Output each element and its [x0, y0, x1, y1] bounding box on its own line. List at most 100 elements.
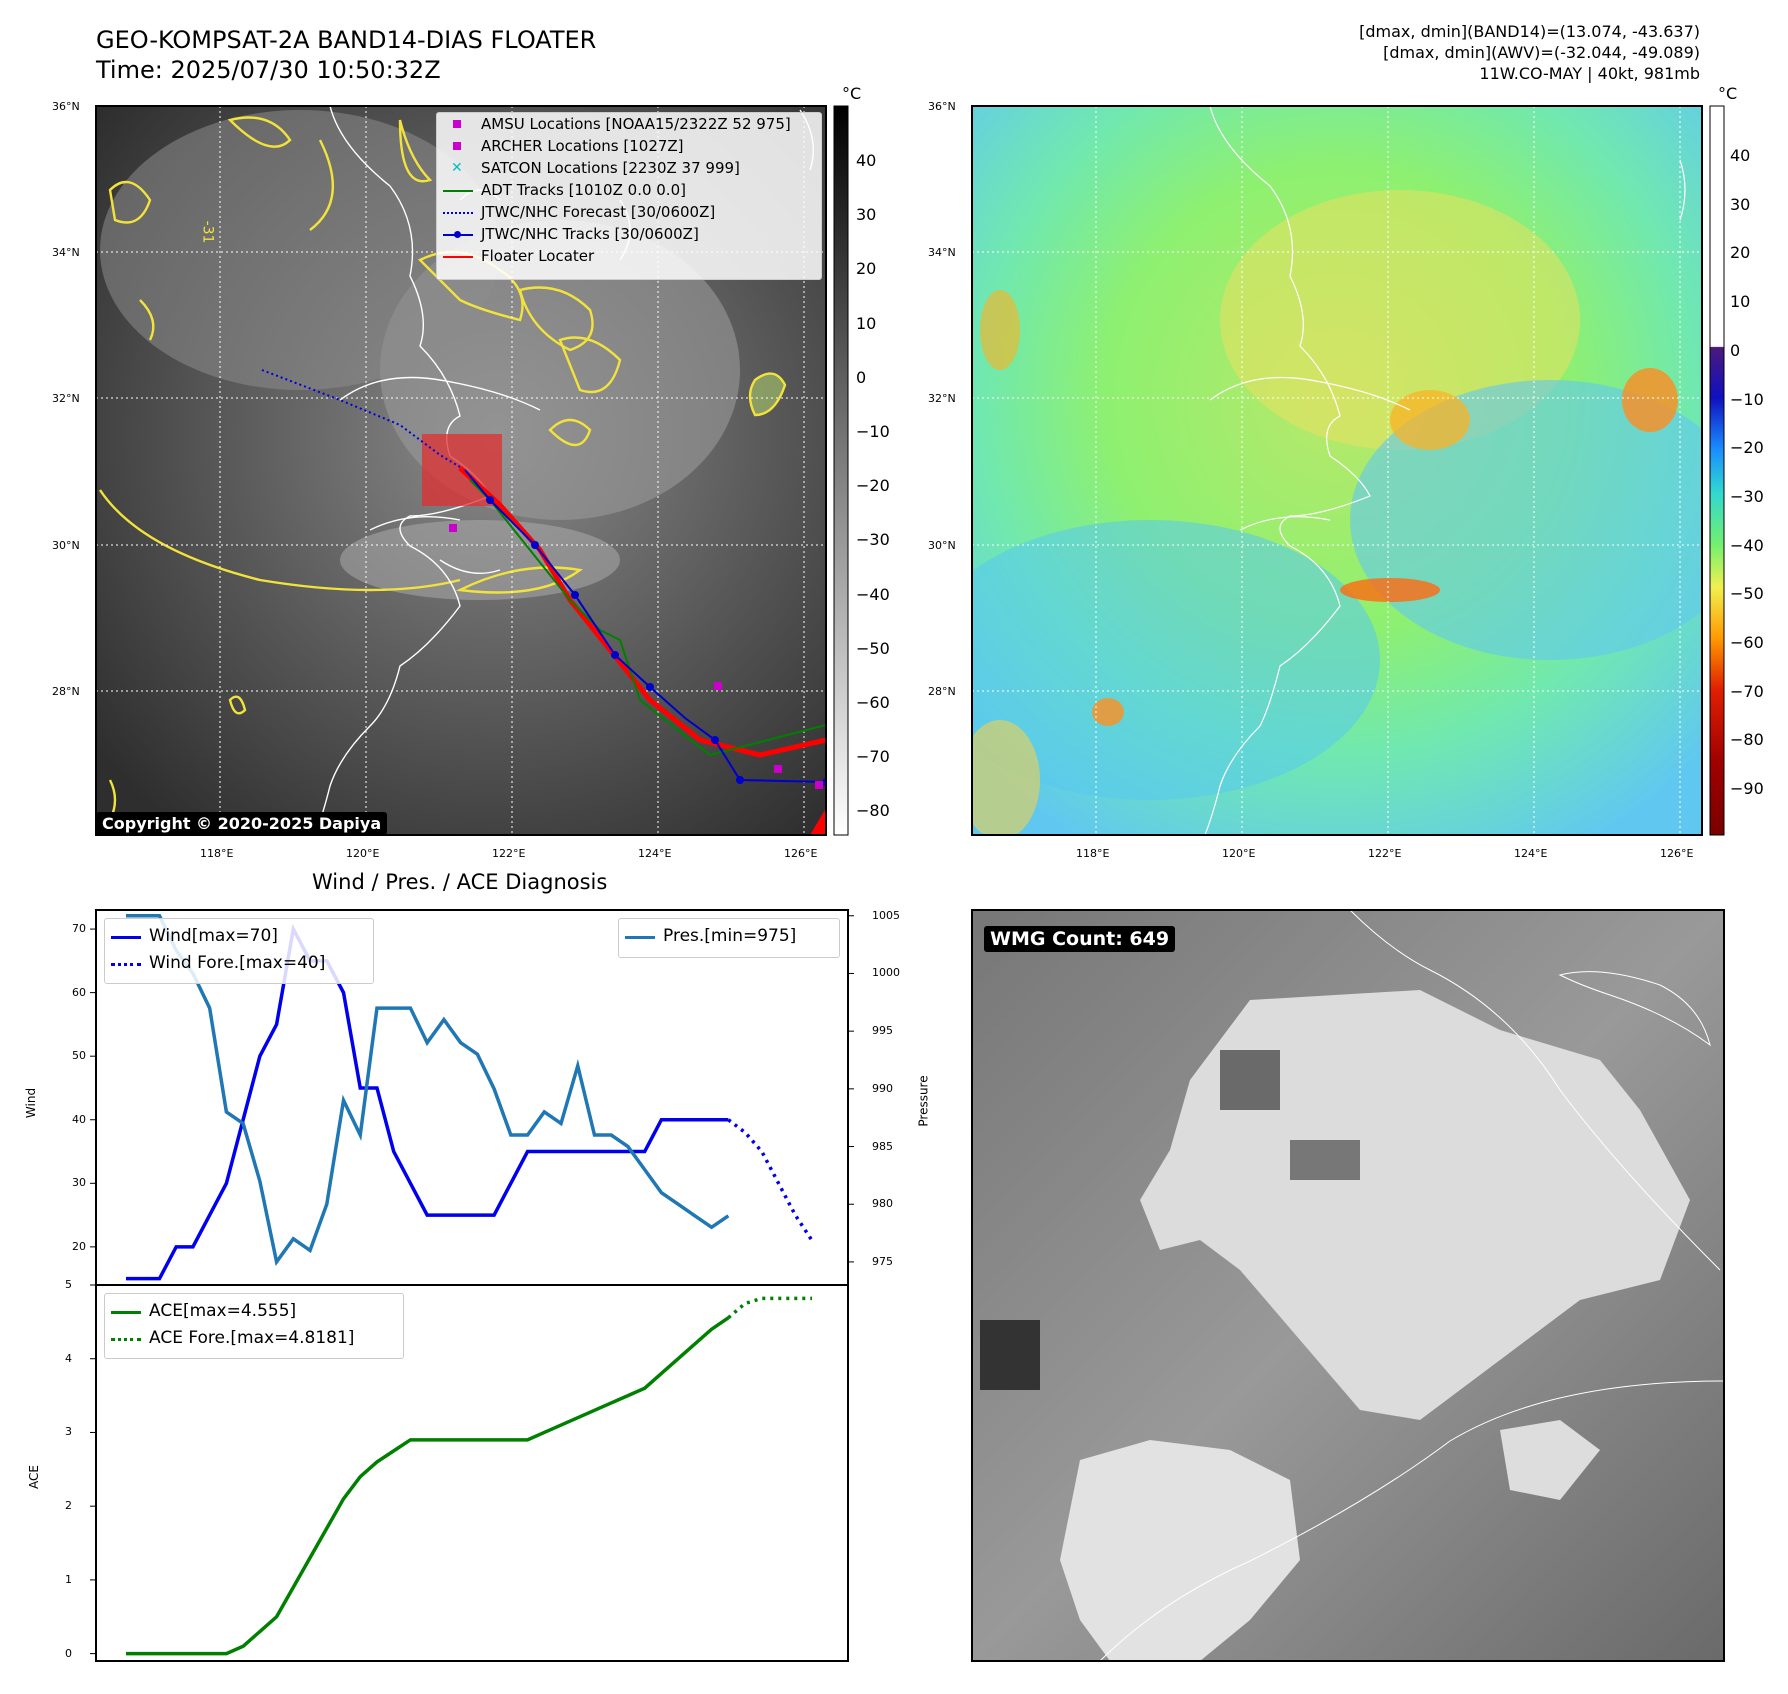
awv-lat-tick: 34°N	[928, 246, 956, 259]
magenta-square-icon	[453, 142, 461, 150]
legend-dot	[454, 231, 461, 238]
axis-tick-label: 30	[72, 1176, 86, 1190]
colorbar-tick-label: 40	[856, 151, 877, 170]
ace-axis-label: ACE	[26, 1465, 41, 1489]
colorbar-tick-label: −80	[1730, 730, 1764, 750]
colorbar-tick-label: −40	[1730, 535, 1764, 555]
legend-label: ADT Tracks [1010Z 0.0 0.0]	[481, 181, 686, 199]
legend-item-amsu: AMSU Locations [NOAA15/2322Z 52 975]	[437, 113, 821, 135]
colorbar-tick-label: 10	[856, 313, 877, 333]
legend-item-satcon: ✕ SATCON Locations [2230Z 37 999]	[437, 157, 821, 179]
green-line-icon	[111, 1311, 141, 1314]
colorbar-tick-label: 20	[1730, 243, 1751, 263]
colorbar-tick-label: −70	[1730, 681, 1764, 701]
awv-lat-tick: 36°N	[928, 100, 956, 113]
wind-line	[126, 923, 729, 1281]
legend-item-wind-forecast: Wind Fore.[max=40]	[105, 950, 373, 977]
red-line-icon	[443, 256, 473, 258]
legend-item-archer: ARCHER Locations [1027Z]	[437, 135, 821, 157]
awv-map-panel	[971, 105, 1725, 836]
ace-chart-frame	[95, 1284, 849, 1662]
awv-warm-spot	[1390, 390, 1470, 450]
awv-lat-tick: 30°N	[928, 539, 956, 552]
awv-edge-band	[972, 720, 1040, 835]
ace-line	[126, 1316, 730, 1656]
legend-label: Pres.[min=975]	[663, 926, 797, 946]
awv-warm-spot	[1092, 698, 1124, 726]
wmg-count-badge: WMG Count: 649	[984, 926, 1176, 952]
steelblue-line-icon	[625, 936, 655, 939]
awv-coastline	[1204, 106, 1686, 835]
ir-contour-label: -31	[199, 220, 216, 244]
ir-legend: AMSU Locations [NOAA15/2322Z 52 975] ARC…	[436, 112, 822, 280]
jtwc-forecast-track	[261, 369, 466, 471]
colorbar-tick-label: −40	[856, 584, 890, 604]
colorbar-tick-label: −30	[1730, 486, 1764, 506]
legend-label: Wind[max=70]	[149, 926, 278, 946]
wind-legend: Wind[max=70] Wind Fore.[max=40]	[104, 918, 374, 984]
wmg-frame	[971, 909, 1725, 1662]
colorbar-tick-label: 40	[1730, 146, 1751, 165]
colorbar-tick-label: −20	[1730, 438, 1764, 458]
diagnosis-chart-title: Wind / Pres. / ACE Diagnosis	[312, 870, 608, 894]
floater-locater-track	[458, 466, 826, 758]
wind-axis-label: Wind	[24, 1087, 39, 1119]
ir-cloud-band	[340, 520, 620, 600]
axis-tick-label: 40	[72, 1112, 86, 1126]
wmg-bright-cloud	[1500, 1420, 1600, 1500]
axis-tick-label: 60	[72, 985, 86, 999]
jtwc-track-points	[486, 496, 826, 786]
magenta-square-icon	[453, 120, 461, 128]
legend-label: Floater Locater	[481, 247, 595, 265]
figure-title-line2: Time: 2025/07/30 10:50:32Z	[96, 56, 441, 84]
ace-chart-marks	[90, 1284, 812, 1656]
ir-lon-tick: 122°E	[492, 847, 526, 860]
axis-tick-label: 2	[65, 1499, 72, 1513]
ir-lon-tick: 124°E	[638, 847, 672, 860]
ir-lat-tick: 28°N	[52, 685, 80, 698]
colorbar-tick-label: 30	[856, 205, 877, 225]
info-line1: [dmax, dmin](BAND14)=(13.074, -43.637)	[1359, 22, 1700, 41]
axis-tick-label: 995	[872, 1024, 893, 1038]
legend-label: JTWC/NHC Tracks [30/0600Z]	[481, 225, 699, 243]
ace-chart	[90, 1284, 849, 1662]
wmg-lines	[1099, 910, 1724, 1661]
awv-warm-spot	[1622, 368, 1678, 432]
colorbar-tick-label: −10	[1730, 389, 1764, 409]
pressure-legend: Pres.[min=975]	[618, 918, 840, 958]
awv-lon-tick: 118°E	[1076, 847, 1110, 860]
awv-lat-tick: 32°N	[928, 392, 956, 405]
legend-item-ace-forecast: ACE Fore.[max=4.8181]	[105, 1325, 403, 1352]
axis-tick-label: 0	[65, 1646, 72, 1660]
ir-lon-tick: 120°E	[346, 847, 380, 860]
wind-forecast-line	[727, 1118, 814, 1242]
blue-line-icon	[111, 936, 141, 939]
legend-item-adt: ADT Tracks [1010Z 0.0 0.0]	[437, 179, 821, 201]
colorbar-tick-label: −50	[856, 638, 890, 658]
ir-map-frame	[95, 105, 827, 836]
axis-tick-label: 1	[65, 1572, 72, 1586]
axis-tick-label: 3	[65, 1425, 72, 1439]
axis-tick-label: 1000	[872, 966, 900, 980]
ir-lat-tick: 34°N	[52, 246, 80, 259]
ir-lat-tick: 36°N	[52, 100, 80, 113]
colorbar-tick-label: −10	[856, 422, 890, 441]
wmg-dark-spot	[980, 1320, 1040, 1390]
legend-label: Wind Fore.[max=40]	[149, 953, 326, 973]
legend-item-pressure: Pres.[min=975]	[619, 923, 839, 950]
legend-item-ace: ACE[max=4.555]	[105, 1298, 403, 1325]
axis-tick-label: 985	[872, 1139, 893, 1153]
colorbar-tick-label: 20	[856, 259, 877, 279]
adt-track	[469, 479, 826, 757]
awv-lon-tick: 120°E	[1222, 847, 1256, 860]
legend-item-wind: Wind[max=70]	[105, 923, 373, 950]
axis-tick-label: 20	[72, 1239, 86, 1253]
wmg-bright-cloud	[1060, 1440, 1300, 1661]
wmg-features	[980, 910, 1724, 1661]
jtwc-track	[464, 469, 826, 783]
awv-gridlines	[972, 106, 1702, 835]
legend-item-jtwc-forecast: JTWC/NHC Forecast [30/0600Z]	[437, 201, 821, 223]
colorbar-tick-label: −70	[856, 747, 890, 767]
wmg-panel	[971, 909, 1725, 1662]
legend-item-floater: Floater Locater	[437, 245, 821, 267]
